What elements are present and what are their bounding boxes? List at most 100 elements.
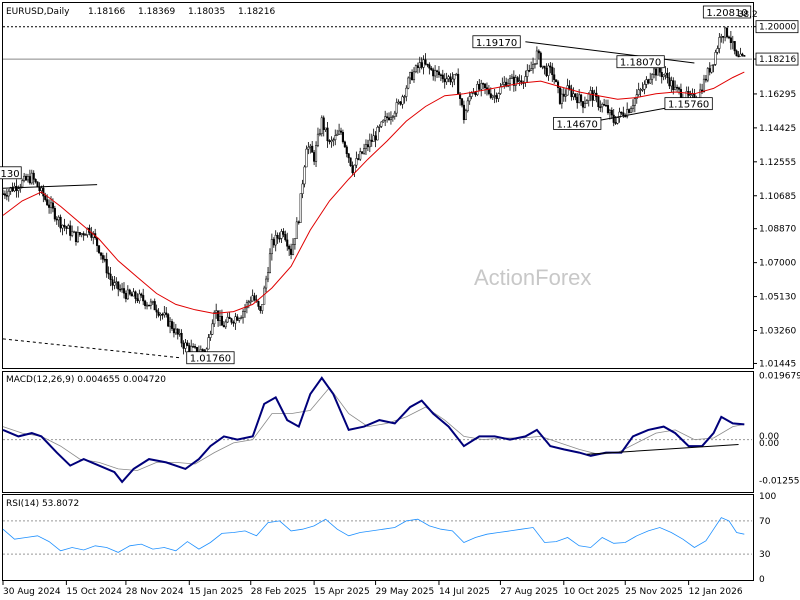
candle-body xyxy=(610,110,613,116)
candle-body xyxy=(324,127,327,130)
candle-body xyxy=(445,78,448,83)
candle-body xyxy=(305,148,308,168)
candle-body xyxy=(364,144,368,149)
candle-body xyxy=(647,79,650,84)
price-annotation: 1.14670 xyxy=(553,117,602,130)
candle-body xyxy=(580,94,583,102)
candle-body xyxy=(240,317,243,319)
candle-body xyxy=(99,252,102,256)
candle-body xyxy=(113,282,116,286)
candle-body xyxy=(451,78,454,83)
candle-body xyxy=(201,349,204,352)
price-title-high: 1.18369 xyxy=(138,7,175,17)
date-tick-label: 15 Jan 2025 xyxy=(189,587,243,597)
candle-body xyxy=(508,78,512,85)
candle-body xyxy=(48,204,51,208)
candle-body xyxy=(722,36,725,38)
candle-body xyxy=(238,318,241,321)
candle-body xyxy=(639,89,642,91)
rsi-title: RSI(14) 53.8072 xyxy=(6,499,79,509)
candle-body xyxy=(708,68,711,73)
candle-body xyxy=(651,74,654,80)
candle-body xyxy=(583,103,586,108)
candle-body xyxy=(15,185,18,191)
candle-body xyxy=(460,98,464,106)
candle-body xyxy=(485,87,489,90)
candle-body xyxy=(654,68,658,76)
candle-body xyxy=(604,104,608,107)
candle-body xyxy=(472,92,475,94)
price-title-close: 1.18216 xyxy=(238,7,275,17)
candle-body xyxy=(266,272,270,280)
candle-body xyxy=(411,72,414,81)
candle-body xyxy=(293,238,296,245)
candle-body xyxy=(67,225,70,229)
candle-body xyxy=(53,207,56,220)
candle-body xyxy=(616,117,619,124)
price-tick-label: 1.20000 xyxy=(759,23,796,33)
candle-body xyxy=(163,312,166,316)
price-annotation-text: 2130 xyxy=(0,169,20,180)
candle-body xyxy=(295,221,298,239)
candle-body xyxy=(570,88,573,98)
candle-body xyxy=(620,111,623,114)
candle-body xyxy=(243,307,247,312)
candle-body xyxy=(374,135,377,141)
candle-body xyxy=(268,253,272,273)
candle-body xyxy=(568,85,571,90)
candle-body xyxy=(518,80,521,82)
candle-body xyxy=(464,110,467,120)
candle-body xyxy=(727,36,731,39)
candle-body xyxy=(606,105,610,114)
candle-body xyxy=(676,86,679,89)
candle-body xyxy=(633,98,636,106)
candle-body xyxy=(510,76,513,79)
candle-body xyxy=(368,139,371,148)
candle-body xyxy=(677,87,681,90)
price-annotation-text: 1.18070 xyxy=(620,58,661,69)
candle-body xyxy=(122,288,126,294)
candle-body xyxy=(420,62,423,68)
candle-body xyxy=(30,172,33,184)
candle-body xyxy=(608,110,611,114)
candle-body xyxy=(593,92,596,101)
candle-body xyxy=(9,187,12,192)
price-annotation-box xyxy=(186,351,235,365)
price-annotation-box xyxy=(616,55,665,69)
candle-body xyxy=(668,77,671,87)
candle-body xyxy=(101,255,104,260)
candle-body xyxy=(316,133,320,146)
candle-body xyxy=(5,195,8,197)
candle-body xyxy=(653,68,656,75)
candle-body xyxy=(702,78,706,93)
candle-body xyxy=(407,77,410,89)
candle-body xyxy=(585,100,588,104)
candle-body xyxy=(115,281,118,284)
candle-body xyxy=(82,233,85,236)
candle-body xyxy=(257,301,260,307)
macd-tick-label: 0.019679 xyxy=(759,372,800,382)
candle-body xyxy=(382,119,385,123)
price-annotation: 1.18070 xyxy=(616,55,665,69)
candle-body xyxy=(28,176,31,184)
candle-body xyxy=(493,95,496,97)
candle-body xyxy=(147,304,151,307)
candle-body xyxy=(217,310,220,321)
candle-body xyxy=(220,315,223,326)
candle-body xyxy=(192,346,195,348)
candle-body xyxy=(641,88,644,91)
candle-body xyxy=(157,311,160,316)
candle-body xyxy=(587,93,590,101)
candle-body xyxy=(17,188,20,191)
candle-body xyxy=(228,316,231,319)
candle-body xyxy=(578,94,581,104)
candle-body xyxy=(207,337,210,350)
candle-body xyxy=(236,316,239,321)
candle-body xyxy=(32,172,35,180)
price-tick-label: 1.05130 xyxy=(759,293,796,303)
fib-annotation: 38.2 xyxy=(738,10,758,20)
candle-body xyxy=(560,93,563,104)
candle-body xyxy=(169,321,172,327)
candle-body xyxy=(516,77,519,82)
candle-body xyxy=(716,48,719,53)
